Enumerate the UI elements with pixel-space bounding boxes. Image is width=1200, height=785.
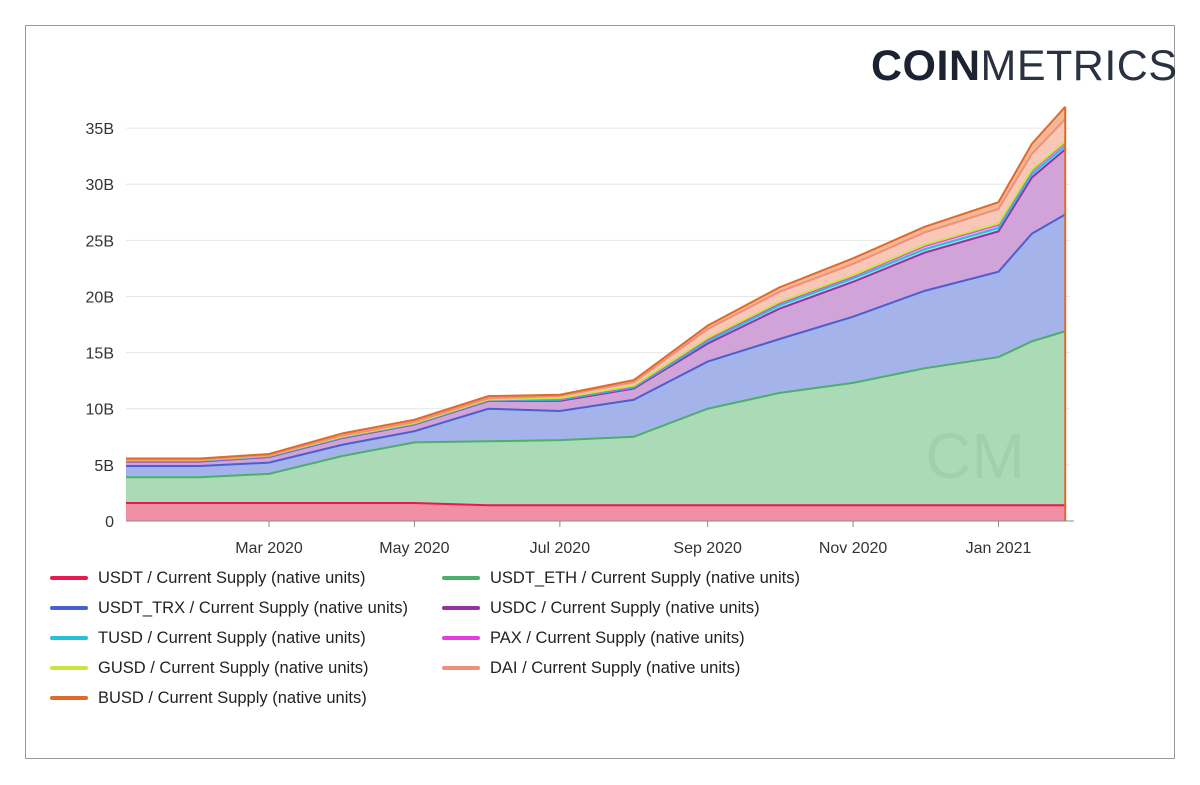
- logo-light-text: METRICS: [980, 42, 1178, 90]
- legend-label: USDT_ETH / Current Supply (native units): [490, 568, 800, 587]
- legend-swatch: [50, 606, 88, 610]
- series-line-1: [126, 330, 1066, 479]
- y-tick-label: 10B: [86, 402, 114, 419]
- series-lines: [126, 106, 1067, 521]
- area-0: [126, 503, 1066, 521]
- legend-item[interactable]: USDT_ETH / Current Supply (native units): [442, 566, 800, 590]
- legend-swatch: [442, 636, 480, 640]
- x-tick-label: Jan 2021: [966, 540, 1032, 557]
- legend-label: USDC / Current Supply (native units): [490, 598, 760, 617]
- series-line-2: [126, 213, 1066, 467]
- legend-item[interactable]: GUSD / Current Supply (native units): [50, 656, 369, 680]
- cm-watermark-icon: CM: [925, 420, 1025, 492]
- y-tick-label: 30B: [86, 177, 114, 194]
- area-1: [126, 331, 1066, 506]
- series-line-0: [126, 502, 1066, 507]
- legend-item[interactable]: DAI / Current Supply (native units): [442, 656, 740, 680]
- x-tick-label: May 2020: [379, 540, 449, 557]
- legend-label: GUSD / Current Supply (native units): [98, 658, 369, 677]
- legend-label: DAI / Current Supply (native units): [490, 658, 741, 677]
- svg-text:CM: CM: [925, 420, 1025, 492]
- legend-swatch: [50, 576, 88, 580]
- legend-swatch: [50, 696, 88, 700]
- legend-swatch: [50, 636, 88, 640]
- legend-label: BUSD / Current Supply (native units): [98, 688, 367, 707]
- legend-swatch: [442, 666, 480, 670]
- legend-item[interactable]: TUSD / Current Supply (native units): [50, 626, 366, 650]
- x-tick-label: Jul 2020: [530, 540, 591, 557]
- y-axis-ticks: 0 5B 10B 15B 20B 25B 30B 35B: [86, 121, 115, 531]
- y-tick-label: 35B: [86, 121, 114, 138]
- legend-swatch: [442, 576, 480, 580]
- coinmetrics-logo: COINMETRICS: [871, 42, 1178, 91]
- legend-swatch: [50, 666, 88, 670]
- legend-label: USDT / Current Supply (native units): [98, 568, 366, 587]
- x-tick-label: Nov 2020: [819, 540, 888, 557]
- legend-swatch: [442, 606, 480, 610]
- y-tick-label: 0: [105, 514, 114, 531]
- logo-bold-text: COIN: [871, 42, 981, 90]
- legend-item[interactable]: USDT / Current Supply (native units): [50, 566, 365, 590]
- area-2: [126, 214, 1066, 478]
- legend-item[interactable]: BUSD / Current Supply (native units): [50, 686, 367, 710]
- legend-label: TUSD / Current Supply (native units): [98, 628, 366, 647]
- y-tick-label: 5B: [94, 458, 114, 475]
- x-tick-label: Mar 2020: [235, 540, 303, 557]
- legend-item[interactable]: USDT_TRX / Current Supply (native units): [50, 596, 408, 620]
- legend-label: USDT_TRX / Current Supply (native units): [98, 598, 408, 617]
- legend-item[interactable]: USDC / Current Supply (native units): [442, 596, 760, 620]
- y-tick-label: 15B: [86, 346, 114, 363]
- y-tick-label: 20B: [86, 289, 114, 306]
- legend-item[interactable]: PAX / Current Supply (native units): [442, 626, 745, 650]
- series-line-7: [126, 118, 1066, 461]
- x-axis-ticks: Mar 2020 May 2020 Jul 2020 Sep 2020 Nov 2020…: [235, 521, 1032, 557]
- legend-label: PAX / Current Supply (native units): [490, 628, 745, 647]
- x-tick-label: Sep 2020: [673, 540, 742, 557]
- series-line-8: [126, 106, 1066, 460]
- y-tick-label: 25B: [86, 233, 114, 250]
